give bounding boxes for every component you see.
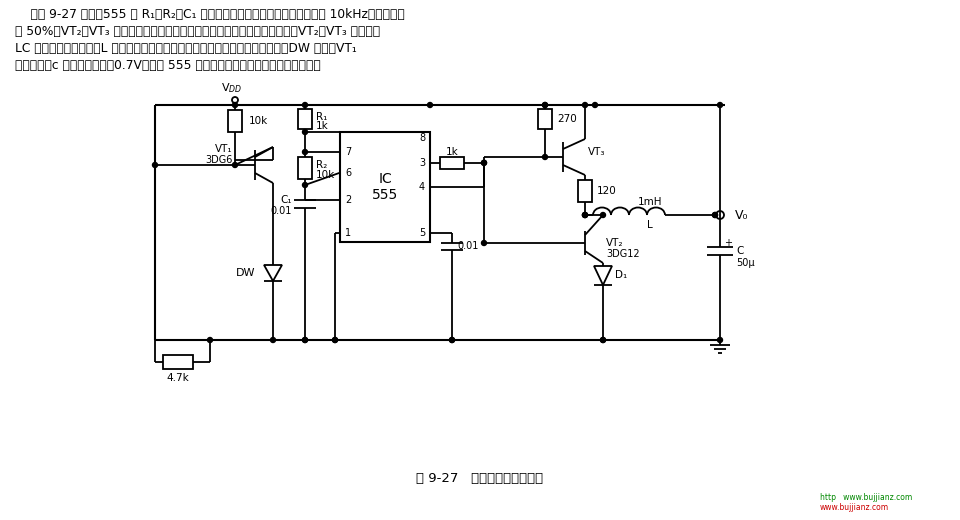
Text: 10k: 10k [249, 116, 268, 126]
Circle shape [427, 102, 433, 108]
Circle shape [207, 337, 212, 343]
Text: 1mH: 1mH [637, 197, 662, 207]
Circle shape [271, 337, 276, 343]
Text: 270: 270 [557, 114, 577, 124]
Bar [538, 109, 552, 129]
Bar [298, 109, 312, 129]
Circle shape [153, 163, 157, 167]
Circle shape [712, 213, 717, 217]
Circle shape [601, 337, 606, 343]
Text: 4: 4 [419, 182, 425, 192]
Circle shape [482, 241, 487, 245]
Circle shape [601, 337, 606, 343]
Text: 1k: 1k [316, 121, 328, 131]
Text: 120: 120 [597, 186, 616, 196]
Circle shape [302, 337, 307, 343]
Text: 图 9-27   感性开关式电源电路: 图 9-27 感性开关式电源电路 [417, 472, 543, 485]
Circle shape [717, 102, 723, 108]
Bar [340, 132, 430, 242]
Circle shape [601, 213, 606, 217]
Text: R₁: R₁ [316, 112, 327, 122]
Text: IC: IC [378, 172, 392, 186]
Circle shape [583, 213, 588, 217]
Text: 3DG6: 3DG6 [205, 155, 233, 165]
Text: 如图 9-27 所示，555 和 R₁、R₂、C₁ 组成无稳态多谐振荡器，振荡频率约在 10kHz，占空比接: 如图 9-27 所示，555 和 R₁、R₂、C₁ 组成无稳态多谐振荡器，振荡频… [15, 8, 405, 21]
Text: 近 50%。VT₂、VT₃ 作为扩大电流用的开关管使用。当振荡方波为高电平时，VT₂、VT₃ 导通，向: 近 50%。VT₂、VT₃ 作为扩大电流用的开关管使用。当振荡方波为高电平时，V… [15, 25, 380, 38]
Text: 4.7k: 4.7k [167, 373, 189, 383]
Circle shape [232, 163, 237, 167]
Circle shape [712, 213, 717, 217]
Text: VT₃: VT₃ [588, 147, 606, 157]
Circle shape [449, 337, 454, 343]
Bar [298, 157, 312, 179]
Text: 0.01: 0.01 [457, 241, 478, 251]
Text: V₀: V₀ [735, 209, 749, 222]
Circle shape [302, 337, 307, 343]
Text: V$_{DD}$: V$_{DD}$ [222, 81, 243, 95]
Text: DW: DW [235, 268, 255, 278]
Text: www.bujjianz.com: www.bujjianz.com [820, 503, 889, 513]
Text: 8: 8 [419, 133, 425, 142]
Text: 3DG12: 3DG12 [606, 249, 639, 259]
Text: R₂: R₂ [316, 160, 327, 170]
Circle shape [542, 102, 547, 108]
Bar [578, 180, 592, 202]
Text: D₁: D₁ [615, 270, 627, 280]
Circle shape [302, 129, 307, 135]
Circle shape [302, 150, 307, 154]
Text: 0.01: 0.01 [271, 206, 292, 216]
Text: VT₂: VT₂ [606, 238, 623, 248]
Text: VT₁: VT₁ [215, 144, 233, 154]
Circle shape [302, 102, 307, 108]
Text: 555: 555 [372, 188, 398, 202]
Text: 1k: 1k [445, 147, 458, 157]
Bar [163, 355, 193, 369]
Text: 10k: 10k [316, 170, 335, 180]
Circle shape [583, 213, 588, 217]
Text: http   www.bujjianz.com: http www.bujjianz.com [820, 493, 912, 502]
Circle shape [542, 154, 547, 160]
Text: 饱和导通，c 极呼低电平（＜0.7V），使 555 复位、停振，起稳压和动态平衡作用。: 饱和导通，c 极呼低电平（＜0.7V），使 555 复位、停振，起稳压和动态平衡… [15, 59, 321, 72]
Circle shape [717, 337, 723, 343]
Circle shape [583, 102, 588, 108]
Bar [228, 110, 242, 132]
Circle shape [332, 337, 338, 343]
Text: 6: 6 [345, 167, 351, 178]
Bar [440, 157, 464, 169]
Circle shape [583, 213, 588, 217]
Text: L: L [647, 220, 653, 230]
Text: LC 放电；为低电平时，L 中的储能通过续流二极管回路向负载供电。当过压时，DW 击穿，VT₁: LC 放电；为低电平时，L 中的储能通过续流二极管回路向负载供电。当过压时，DW… [15, 42, 357, 55]
Circle shape [482, 160, 487, 165]
Circle shape [482, 160, 487, 165]
Text: 5: 5 [419, 228, 425, 238]
Text: 3: 3 [419, 158, 425, 168]
Circle shape [592, 102, 597, 108]
Circle shape [542, 102, 547, 108]
Circle shape [449, 337, 454, 343]
Text: 1: 1 [345, 228, 351, 238]
Circle shape [232, 102, 237, 108]
Text: 2: 2 [345, 195, 351, 205]
Text: 7: 7 [345, 147, 351, 157]
Text: C: C [736, 246, 743, 256]
Text: +: + [724, 238, 732, 248]
Text: 50μ: 50μ [736, 258, 755, 268]
Circle shape [332, 337, 338, 343]
Text: C₁: C₁ [280, 195, 292, 205]
Circle shape [302, 183, 307, 188]
